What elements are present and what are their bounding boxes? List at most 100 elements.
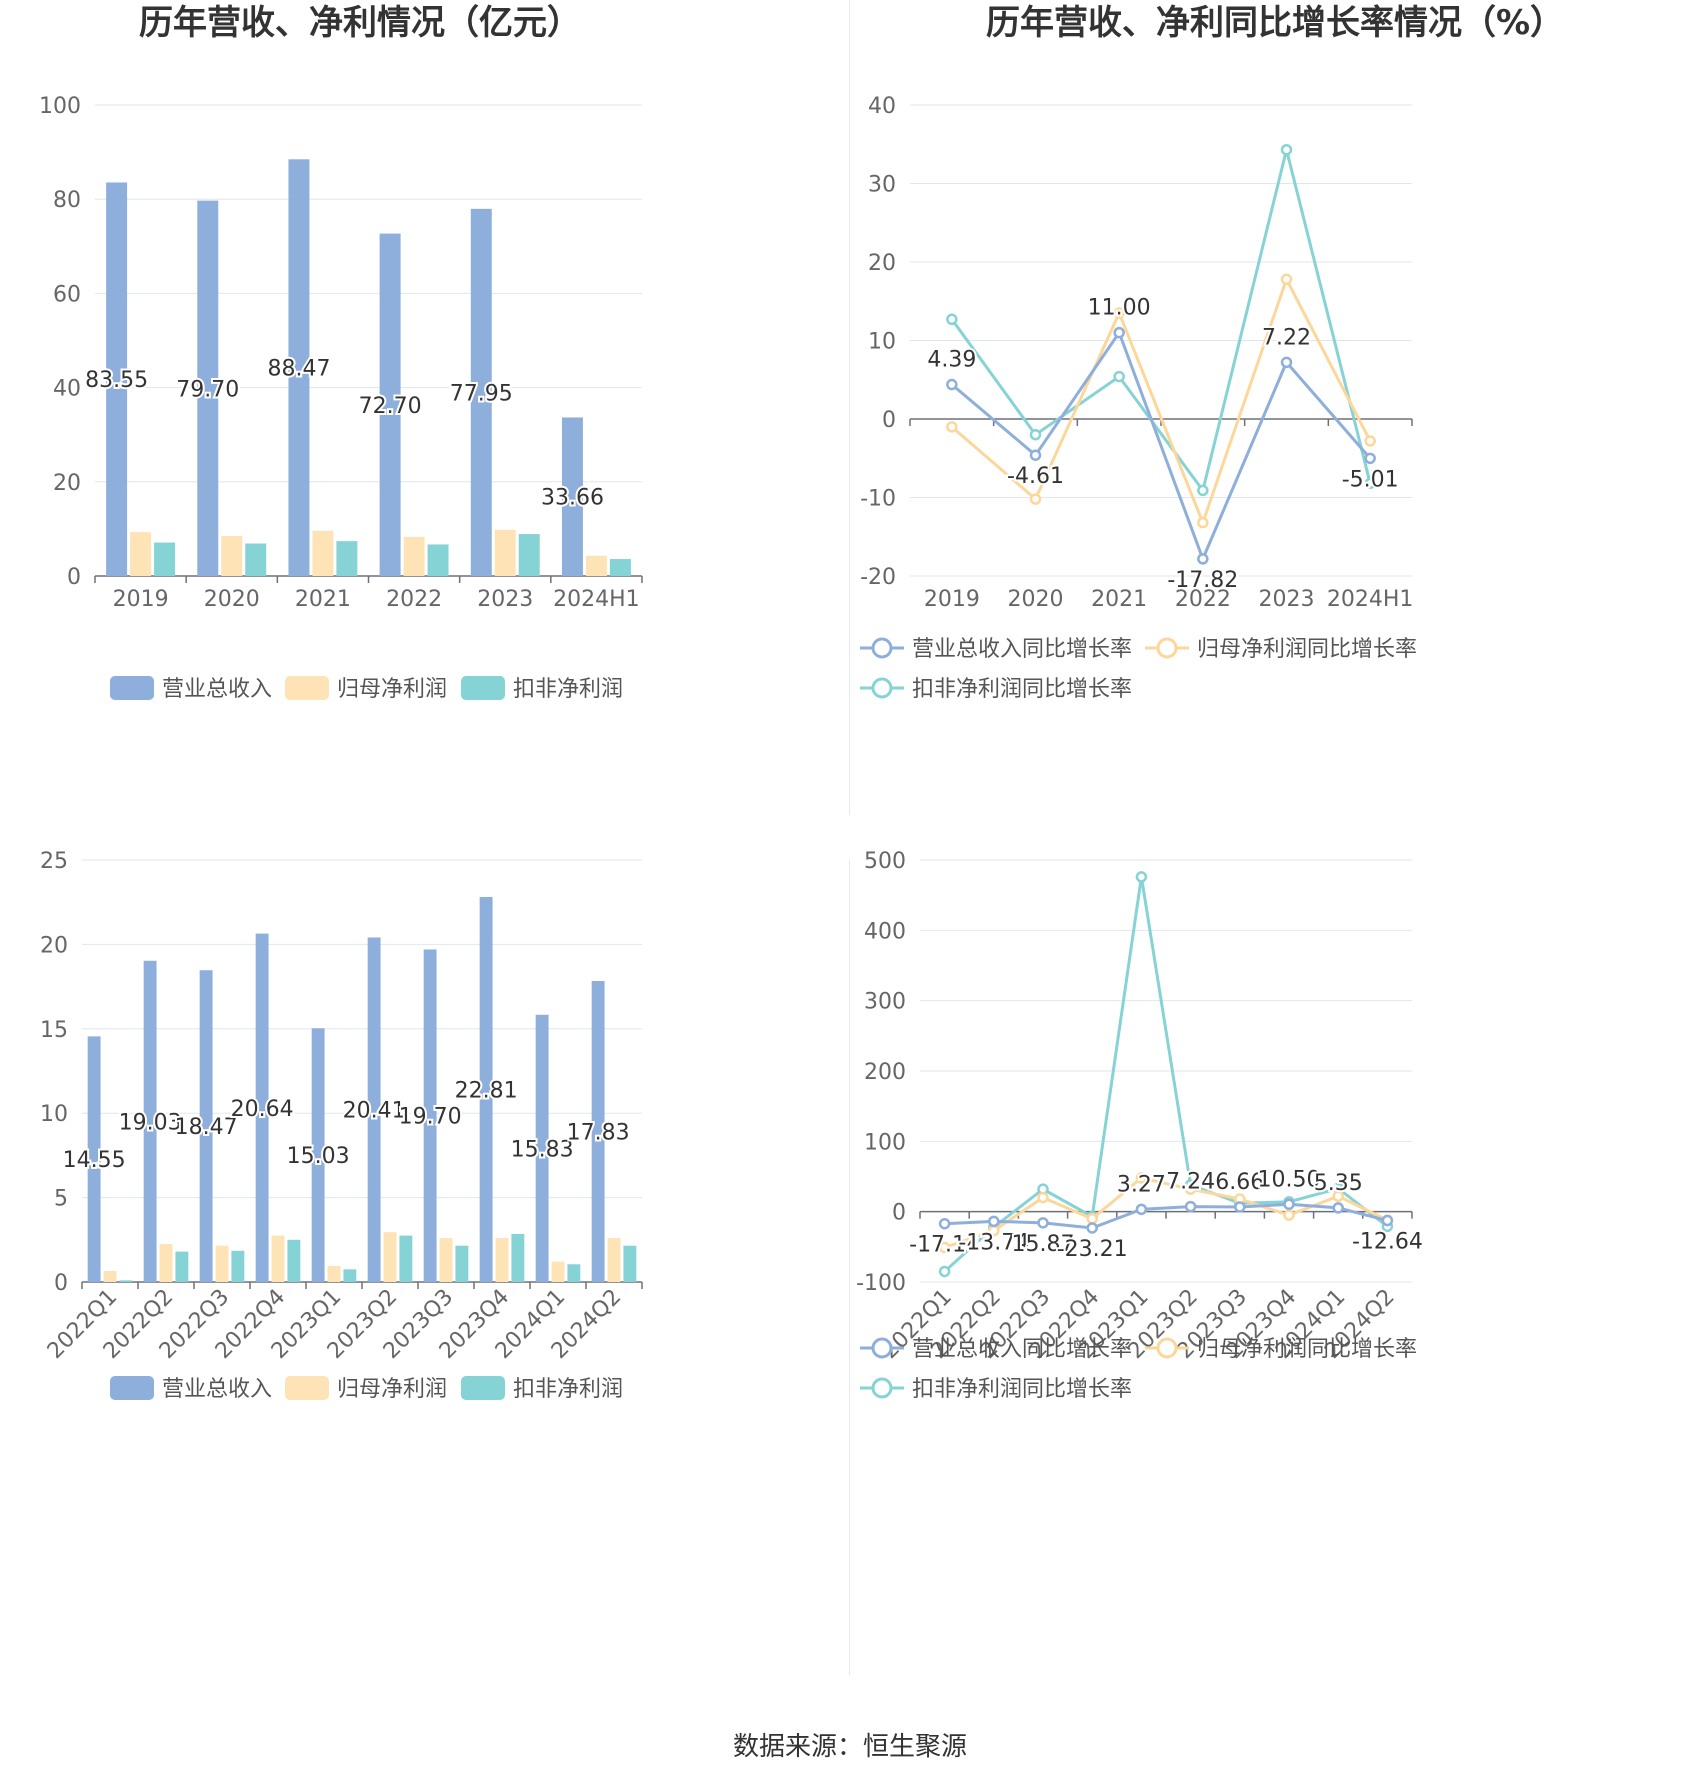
x-tick-label: 2023	[1259, 587, 1315, 612]
bar-deducted-profit	[567, 1264, 581, 1282]
x-tick-label: 2022	[1175, 587, 1231, 612]
x-tick-label: 2022	[386, 587, 442, 612]
data-point	[1037, 1191, 1049, 1204]
data-label: 19.03	[119, 1110, 182, 1135]
y-tick-label: 80	[53, 188, 81, 213]
vertical-divider-bottom	[849, 860, 850, 1675]
data-label: 11.00	[1088, 296, 1151, 321]
data-label: 5.35	[1314, 1171, 1363, 1196]
legend-swatch-marker	[871, 637, 893, 659]
data-label: 88.47	[267, 357, 330, 382]
data-point	[1086, 1212, 1098, 1225]
bar-revenue	[255, 933, 269, 1282]
legend-swatch	[285, 676, 329, 700]
series-line-net-profit	[950, 275, 1372, 527]
y-tick-label: 0	[892, 1201, 906, 1226]
data-label: 20.41	[343, 1099, 406, 1124]
y-tick-label: 200	[864, 1060, 906, 1085]
chart-quarterly-growth-svg: 营收、净利同比增长率季度变动情况（%）-10001002003004005002…	[856, 849, 1425, 1402]
data-point	[946, 421, 958, 433]
data-point	[1184, 1183, 1197, 1195]
bar-net-profit	[327, 1265, 341, 1282]
bar-deducted-profit	[399, 1235, 413, 1282]
y-tick-label: -100	[856, 1271, 906, 1296]
legend-label: 扣非净利润同比增长率	[912, 1377, 1132, 1402]
data-point	[1113, 326, 1125, 339]
bar-net-profit	[495, 1238, 509, 1282]
bar-revenue	[87, 1036, 101, 1282]
data-label: 77.95	[450, 381, 513, 406]
legend-label: 扣非净利润	[513, 1377, 623, 1402]
bar-net-profit	[439, 1238, 453, 1282]
data-point	[988, 1215, 1000, 1228]
legend-label: 归母净利润同比增长率	[1197, 637, 1417, 662]
series-line-revenue	[950, 329, 1372, 563]
bar-deducted-profit	[609, 559, 631, 576]
bar-revenue	[561, 417, 583, 576]
bar-net-profit	[215, 1245, 229, 1282]
bar-revenue	[197, 200, 219, 576]
data-point	[1332, 1190, 1344, 1202]
data-label: 79.70	[176, 377, 239, 402]
legend-label: 营业总收入	[162, 1377, 272, 1402]
data-point	[1283, 1198, 1295, 1211]
data-label: 33.66	[541, 486, 604, 511]
bar-revenue	[311, 1028, 325, 1282]
bar-net-profit	[403, 536, 425, 576]
y-tick-label: 40	[53, 377, 81, 402]
data-point	[1283, 1209, 1295, 1221]
bar-deducted-profit	[518, 534, 540, 576]
data-point	[1113, 370, 1125, 383]
y-tick-label: 100	[39, 94, 81, 119]
y-tick-label: -20	[860, 565, 896, 590]
data-label: 7.22	[1262, 325, 1311, 350]
chart-annual-amount-svg: 历年营收、净利情况（亿元） 0 20 40 60 80 100 2019 2020 2021 202…	[39, 3, 643, 702]
data-label: 4.39	[927, 348, 976, 373]
bar-deducted-profit	[231, 1250, 245, 1282]
bar-deducted-profit	[623, 1245, 637, 1282]
bar-net-profit	[271, 1235, 285, 1282]
bar-revenue	[143, 960, 157, 1282]
data-point	[946, 313, 958, 326]
series-line-revenue	[944, 1202, 1388, 1230]
y-tick-label: 0	[882, 408, 896, 433]
bar-net-profit	[221, 535, 243, 576]
legend-swatch-marker	[871, 1337, 893, 1359]
x-tick-label: 2019	[113, 587, 169, 612]
bar-deducted-profit	[455, 1245, 469, 1282]
data-label: 83.55	[85, 368, 148, 393]
series-line-deducted-profit	[950, 149, 1372, 494]
y-tick-label: 0	[54, 1271, 68, 1296]
vertical-divider-top	[849, 0, 850, 815]
data-label: 15.83	[511, 1137, 574, 1162]
x-tick-label: 2024H1	[553, 587, 640, 612]
bar-revenue	[199, 970, 213, 1282]
data-point	[938, 1265, 951, 1278]
bar-net-profit	[607, 1238, 621, 1282]
legend-swatch	[110, 676, 154, 700]
data-label: -12.64	[1352, 1230, 1423, 1255]
y-tick-label: 5	[54, 1187, 68, 1212]
bar-net-profit	[383, 1232, 397, 1282]
data-point	[1037, 1217, 1049, 1229]
chart-annual-growth: 历年营收、净利同比增长率情况（%） -20 -10 0 10 20 30 40 2019 2020…	[850, 0, 1700, 860]
data-point	[1197, 516, 1209, 529]
data-label: 15.87	[1012, 1232, 1075, 1257]
bar-deducted-profit	[343, 1269, 357, 1282]
bar-revenue	[591, 981, 605, 1282]
data-point	[1135, 1172, 1148, 1184]
bar-net-profit	[159, 1244, 173, 1282]
bar-revenue	[379, 233, 401, 576]
data-label: 18.47	[175, 1115, 238, 1140]
bar-net-profit	[494, 529, 516, 576]
data-point	[1197, 553, 1209, 565]
data-point	[1029, 428, 1042, 441]
bar-net-profit	[103, 1271, 117, 1282]
data-label: 3.27	[1117, 1172, 1166, 1197]
data-point	[1184, 1200, 1197, 1213]
x-tick-label: 2021	[295, 587, 351, 612]
legend-swatch	[110, 1376, 154, 1400]
bar-net-profit	[130, 532, 152, 576]
data-label: 22.81	[455, 1078, 518, 1103]
y-tick-label: 100	[864, 1130, 906, 1155]
